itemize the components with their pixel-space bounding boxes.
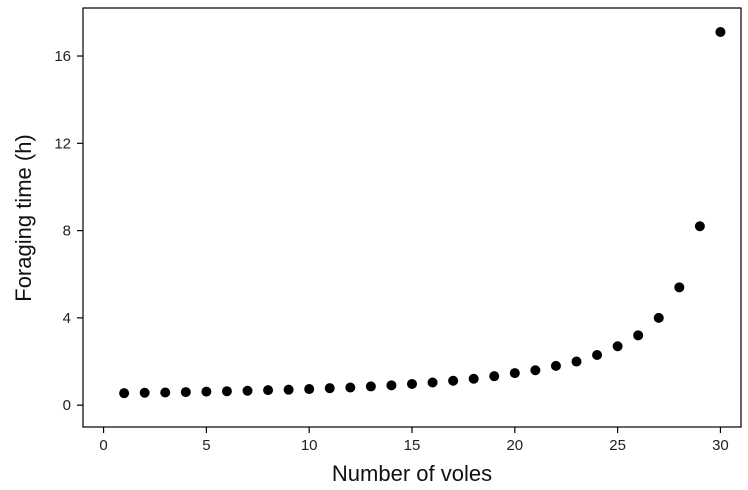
data-point — [633, 330, 644, 341]
data-point — [365, 381, 376, 392]
data-point — [653, 312, 664, 323]
data-point — [180, 387, 191, 398]
data-point — [468, 373, 479, 384]
x-tick-label: 20 — [506, 437, 523, 454]
data-point — [715, 27, 726, 38]
data-point — [386, 380, 397, 391]
data-point — [694, 221, 705, 232]
x-tick-label: 0 — [99, 437, 107, 454]
x-tick-label: 10 — [301, 437, 318, 454]
data-point — [489, 371, 500, 382]
y-tick-label: 0 — [63, 397, 71, 414]
data-points — [119, 27, 726, 399]
data-point — [612, 341, 623, 352]
data-point — [160, 387, 171, 398]
x-tick-label: 25 — [609, 437, 626, 454]
x-tick-label: 15 — [404, 437, 421, 454]
data-point — [242, 385, 253, 396]
data-point — [427, 377, 438, 388]
data-point — [304, 384, 315, 395]
y-tick-label: 4 — [63, 310, 71, 327]
data-point — [530, 365, 541, 376]
y-tick-label: 8 — [63, 223, 71, 240]
data-point — [139, 387, 150, 398]
data-point — [550, 360, 561, 371]
data-point — [119, 388, 130, 399]
data-point — [263, 385, 274, 396]
y-tick-label: 16 — [54, 48, 71, 65]
data-point — [283, 384, 294, 395]
data-point — [345, 382, 356, 393]
data-point — [509, 368, 520, 379]
data-point — [448, 375, 459, 386]
plot-frame — [82, 7, 742, 428]
data-point — [571, 356, 582, 367]
x-axis-label: Number of voles — [332, 461, 492, 486]
data-point — [407, 379, 417, 390]
y-axis: 0 4 8 12 16 — [54, 48, 83, 414]
x-axis: 0 5 10 15 20 25 30 — [99, 427, 729, 454]
data-point — [324, 383, 335, 394]
data-point — [221, 386, 232, 397]
y-axis-label: Foraging time (h) — [11, 134, 36, 302]
data-point — [201, 386, 212, 397]
y-tick-label: 12 — [54, 135, 71, 152]
x-tick-label: 30 — [712, 437, 729, 454]
data-point — [674, 282, 685, 293]
x-tick-label: 5 — [202, 437, 210, 454]
data-point — [592, 349, 603, 360]
